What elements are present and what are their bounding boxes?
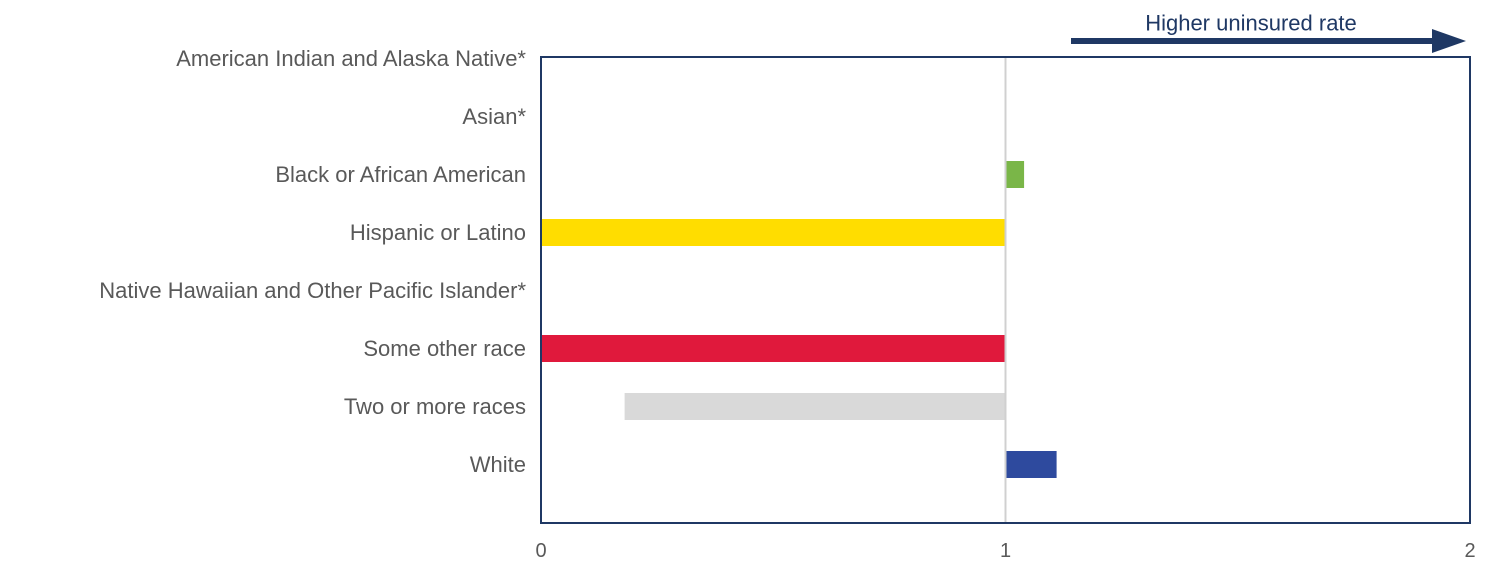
- category-label: American Indian and Alaska Native*: [176, 46, 526, 71]
- category-label: Two or more races: [344, 394, 526, 419]
- category-label: Asian*: [462, 104, 526, 129]
- x-tick-label: 2: [1464, 540, 1475, 562]
- bar: [624, 393, 1006, 420]
- x-tick-label: 0: [535, 540, 546, 562]
- annotation-arrow-head: [1432, 29, 1466, 53]
- bars: [541, 161, 1057, 478]
- annotation-text: Higher uninsured rate: [1145, 11, 1357, 36]
- bar: [541, 335, 1006, 362]
- category-label: Some other race: [363, 336, 526, 361]
- annotation: Higher uninsured rate: [1071, 11, 1466, 53]
- category-label: White: [470, 452, 526, 477]
- category-labels: American Indian and Alaska Native* Asian*…: [99, 46, 526, 477]
- plot-frame: [540, 56, 1471, 524]
- category-label: Black or African American: [275, 162, 526, 187]
- category-label: Hispanic or Latino: [350, 220, 526, 245]
- category-label: Native Hawaiian and Other Pacific Island…: [99, 278, 526, 303]
- bar: [1005, 161, 1025, 188]
- x-tick-label: 1: [1000, 540, 1011, 562]
- bar: [541, 219, 1006, 246]
- bar: [1005, 451, 1057, 478]
- x-tick-labels: 0 1 2: [535, 540, 1475, 562]
